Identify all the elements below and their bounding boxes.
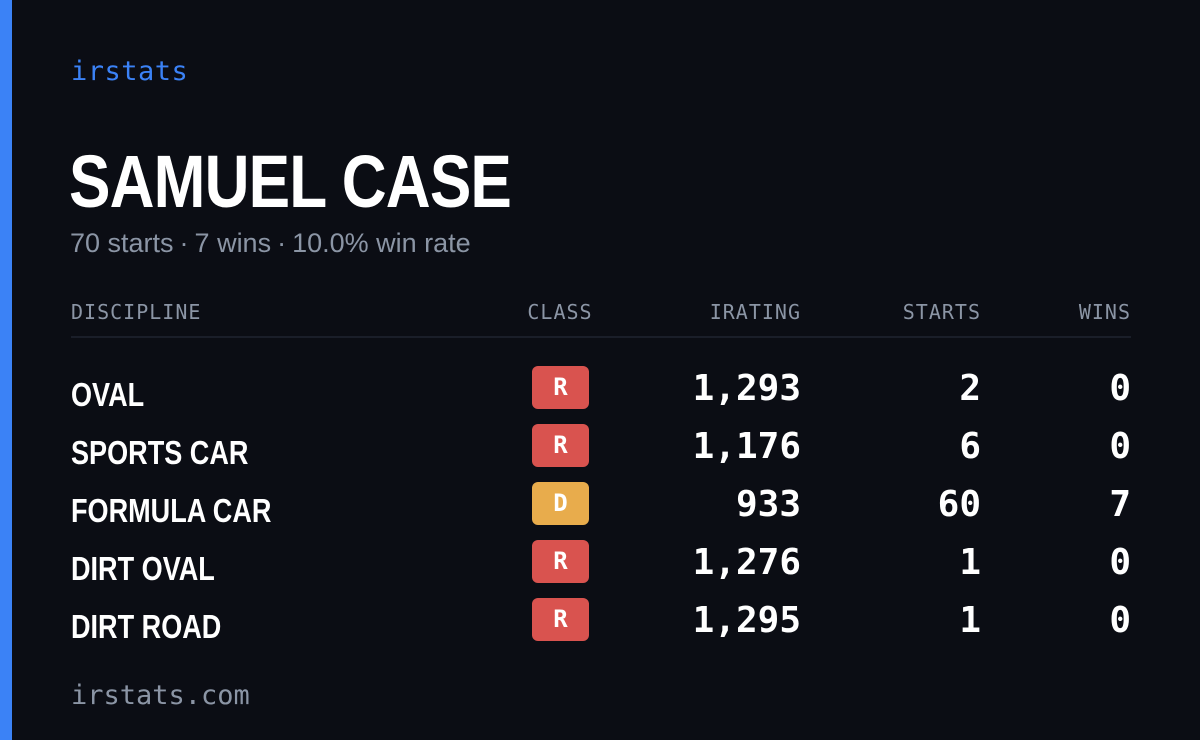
summary-wins: 7 wins	[194, 228, 272, 258]
row-discipline: OVAL	[71, 376, 145, 413]
row-discipline: SPORTS CAR	[71, 434, 249, 471]
summary-separator: ·	[179, 228, 189, 258]
discipline-table: DISCIPLINE CLASS IRATING STARTS WINS OVA…	[71, 298, 1131, 656]
row-wins: 7	[1109, 484, 1131, 525]
row-irating: 933	[735, 484, 801, 525]
summary-separator: ·	[277, 228, 287, 258]
footer-url: irstats.com	[71, 680, 250, 711]
row-starts: 60	[937, 484, 981, 525]
table-row: FORMULA CAR D 933 60 7	[71, 482, 1131, 540]
row-wins: 0	[1109, 426, 1131, 467]
class-badge: D	[532, 482, 589, 525]
header-class: CLASS	[527, 300, 593, 324]
player-summary: 70 starts · 7 wins · 10.0% win rate	[70, 228, 471, 259]
brand-logo-text: irstats	[71, 56, 189, 87]
row-irating: 1,293	[692, 368, 801, 409]
summary-winrate: 10.0% win rate	[292, 228, 471, 258]
row-starts: 1	[959, 600, 981, 641]
class-badge: R	[532, 598, 589, 641]
row-wins: 0	[1109, 542, 1131, 583]
row-discipline: DIRT OVAL	[71, 550, 215, 587]
table-header: DISCIPLINE CLASS IRATING STARTS WINS	[71, 298, 1131, 338]
header-irating: IRATING	[709, 300, 801, 324]
header-wins: WINS	[1078, 300, 1131, 324]
table-row: OVAL R 1,293 2 0	[71, 366, 1131, 424]
row-irating: 1,276	[692, 542, 801, 583]
player-name: SAMUEL CASE	[69, 140, 512, 223]
row-starts: 1	[959, 542, 981, 583]
row-starts: 6	[959, 426, 981, 467]
row-irating: 1,295	[692, 600, 801, 641]
summary-starts: 70 starts	[70, 228, 174, 258]
row-discipline: FORMULA CAR	[71, 492, 272, 529]
row-irating: 1,176	[692, 426, 801, 467]
row-discipline: DIRT ROAD	[71, 608, 222, 645]
class-badge: R	[532, 366, 589, 409]
accent-bar	[0, 0, 12, 740]
table-row: SPORTS CAR R 1,176 6 0	[71, 424, 1131, 482]
row-wins: 0	[1109, 600, 1131, 641]
class-badge: R	[532, 540, 589, 583]
table-body: OVAL R 1,293 2 0 SPORTS CAR R 1,176 6 0 …	[71, 338, 1131, 656]
class-badge: R	[532, 424, 589, 467]
header-starts: STARTS	[902, 300, 981, 324]
header-discipline: DISCIPLINE	[71, 300, 202, 324]
row-starts: 2	[959, 368, 981, 409]
row-wins: 0	[1109, 368, 1131, 409]
table-row: DIRT OVAL R 1,276 1 0	[71, 540, 1131, 598]
table-row: DIRT ROAD R 1,295 1 0	[71, 598, 1131, 656]
